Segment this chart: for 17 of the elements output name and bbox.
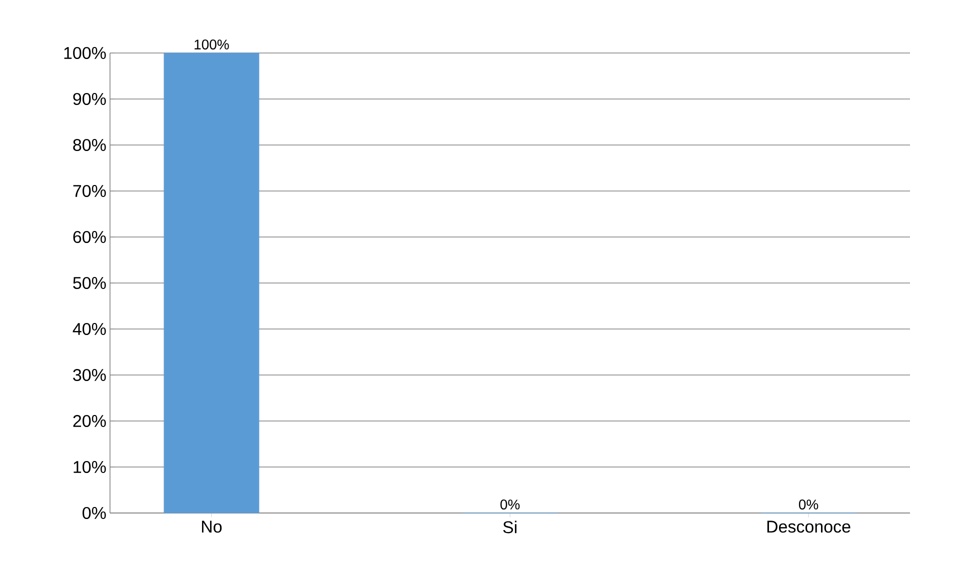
y-tick-label: 100% (64, 46, 106, 60)
x-tick-label: No (202, 520, 222, 533)
y-tick-label: 70% (73, 184, 106, 198)
y-tick-label: 60% (73, 230, 106, 244)
y-tick-label: 20% (73, 414, 106, 428)
y-tick-label: 40% (72, 322, 106, 336)
y-tick-label: 80% (73, 138, 106, 152)
y-tick-label: 50% (73, 276, 106, 290)
y-tick-label: 10% (74, 460, 106, 474)
y-tick-label: 90% (73, 92, 106, 106)
y-tick-label: 30% (73, 368, 106, 382)
data-label: 0% (798, 500, 818, 510)
y-tick-label: 0% (82, 506, 106, 520)
x-tick-label: Desconoce (767, 520, 850, 533)
data-label: 0% (500, 500, 520, 510)
data-label: 100% (194, 40, 229, 50)
x-tick-label: Si (503, 520, 516, 534)
